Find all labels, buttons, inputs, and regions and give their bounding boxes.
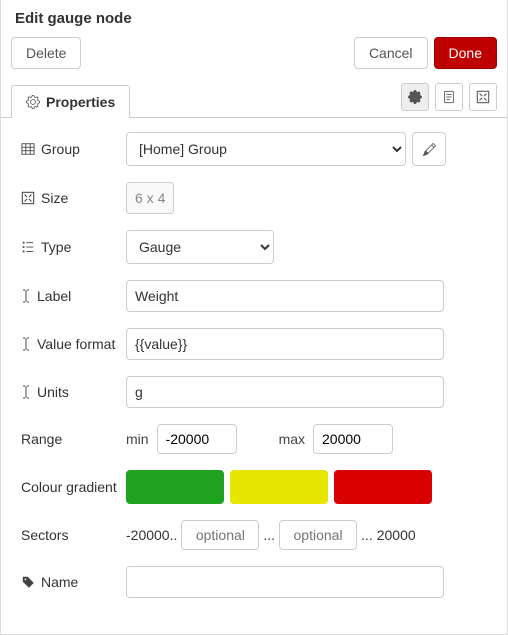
sectors-dots-2: ... bbox=[361, 527, 373, 543]
size-input[interactable] bbox=[126, 182, 174, 214]
cursor-icon bbox=[21, 385, 31, 399]
sectors-dots-1: ... bbox=[263, 527, 275, 543]
list-icon bbox=[21, 240, 35, 254]
gear-icon bbox=[26, 95, 40, 109]
name-input[interactable] bbox=[126, 566, 444, 598]
sector-input-2[interactable] bbox=[279, 520, 357, 550]
done-button[interactable]: Done bbox=[434, 37, 497, 69]
range-max-input[interactable] bbox=[313, 424, 393, 454]
range-min-input[interactable] bbox=[157, 424, 237, 454]
properties-form: Group [Home] Group Size Type Gauge bbox=[1, 118, 507, 634]
header-row: Edit gauge node bbox=[1, 0, 507, 37]
tab-properties[interactable]: Properties bbox=[11, 85, 130, 118]
gradient-color-2[interactable] bbox=[230, 470, 328, 504]
value-format-input[interactable] bbox=[126, 328, 444, 360]
type-label: Type bbox=[21, 239, 126, 255]
sectors-label: Sectors bbox=[21, 527, 126, 543]
tag-icon bbox=[21, 575, 35, 589]
sectors-low: -20000.. bbox=[126, 527, 177, 543]
value-format-label: Value format bbox=[21, 336, 126, 352]
edit-group-button[interactable] bbox=[412, 132, 446, 166]
view-appearance-button[interactable] bbox=[469, 83, 497, 111]
tabs-row: Properties bbox=[1, 83, 507, 118]
label-input[interactable] bbox=[126, 280, 444, 312]
units-input[interactable] bbox=[126, 376, 444, 408]
gradient-label: Colour gradient bbox=[21, 479, 126, 495]
type-select[interactable]: Gauge bbox=[126, 230, 274, 264]
resize-icon bbox=[21, 191, 35, 205]
size-label: Size bbox=[21, 190, 126, 206]
range-max-label: max bbox=[279, 431, 305, 447]
gradient-color-3[interactable] bbox=[334, 470, 432, 504]
tab-properties-label: Properties bbox=[46, 94, 115, 110]
cursor-icon bbox=[21, 337, 31, 351]
cursor-icon bbox=[21, 289, 31, 303]
sectors-high: 20000 bbox=[377, 527, 416, 543]
view-settings-button[interactable] bbox=[401, 83, 429, 111]
units-label: Units bbox=[21, 384, 126, 400]
panel-title: Edit gauge node bbox=[11, 10, 132, 27]
gear-icon bbox=[408, 90, 422, 104]
range-label: Range bbox=[21, 431, 126, 447]
pencil-icon bbox=[423, 143, 436, 156]
cancel-button[interactable]: Cancel bbox=[354, 37, 428, 69]
expand-icon bbox=[476, 90, 490, 104]
view-info-button[interactable] bbox=[435, 83, 463, 111]
edit-node-panel: Edit gauge node Delete Cancel Done Prope… bbox=[0, 0, 508, 635]
document-icon bbox=[442, 90, 456, 104]
grid-icon bbox=[21, 142, 35, 156]
sector-input-1[interactable] bbox=[181, 520, 259, 550]
range-min-label: min bbox=[126, 431, 149, 447]
group-label: Group bbox=[21, 141, 126, 157]
name-label: Name bbox=[21, 574, 126, 590]
gradient-color-1[interactable] bbox=[126, 470, 224, 504]
delete-button[interactable]: Delete bbox=[11, 37, 81, 69]
group-select[interactable]: [Home] Group bbox=[126, 132, 406, 166]
label-label: Label bbox=[21, 288, 126, 304]
